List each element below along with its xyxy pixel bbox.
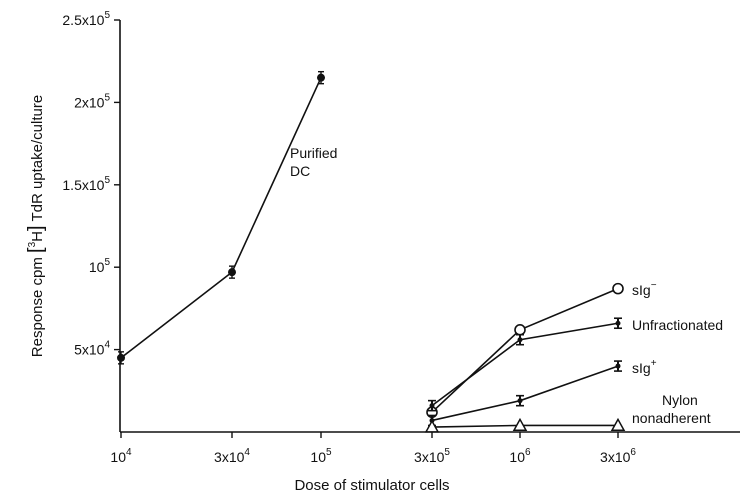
data-point xyxy=(615,320,621,326)
series-line xyxy=(431,424,618,428)
data-point xyxy=(517,337,523,343)
y-tick-label: 5x104 xyxy=(74,340,110,358)
series xyxy=(426,282,624,419)
data-point xyxy=(612,282,624,295)
x-tick-label: 3x105 xyxy=(414,447,450,465)
series-label: nonadherent xyxy=(632,410,711,426)
series-layer xyxy=(117,70,626,433)
series-label: sIg+ xyxy=(632,358,657,376)
series xyxy=(424,417,626,433)
data-point xyxy=(512,417,528,431)
x-axis-title: Dose of stimulator cells xyxy=(294,477,449,494)
series xyxy=(428,317,622,412)
series-label: sIg− xyxy=(632,280,657,298)
series-label: Nylon xyxy=(662,392,698,408)
series-line xyxy=(431,322,619,407)
y-tick-label: 105 xyxy=(89,257,111,275)
series-label: DC xyxy=(290,163,310,179)
series-line xyxy=(431,287,619,413)
label-layer: Purified DC sIg− Unfractionated sIg+ Nylon non… xyxy=(290,145,723,426)
series xyxy=(428,360,622,427)
y-axis-title: Response cpm [3H] TdR uptake/culture xyxy=(25,95,47,357)
data-point xyxy=(429,403,435,409)
x-tick-label: 105 xyxy=(310,447,332,465)
data-point xyxy=(610,417,626,431)
data-point xyxy=(117,353,125,362)
data-point xyxy=(228,268,236,277)
series-label: Unfractionated xyxy=(632,317,723,333)
y-tick-label: 1.5x105 xyxy=(62,175,110,193)
x-tick-label: 106 xyxy=(509,447,531,465)
x-tick-label: 104 xyxy=(110,447,132,465)
series-line xyxy=(431,365,619,422)
x-tick-label: 3x104 xyxy=(214,447,250,465)
y-tick-label: 2.5x105 xyxy=(62,10,110,28)
series-line xyxy=(120,77,322,359)
data-point xyxy=(424,419,440,433)
series-label: Purified xyxy=(290,145,337,161)
data-point xyxy=(615,363,621,369)
data-point xyxy=(517,398,523,404)
data-point xyxy=(317,73,325,82)
x-tick-label: 3x106 xyxy=(600,447,636,465)
axes: 104 3x104 105 3x105 106 3x106 5x104 105 1.5x105 2… xyxy=(25,10,740,494)
data-point xyxy=(514,324,526,336)
y-tick-label: 2x105 xyxy=(74,92,110,110)
series xyxy=(117,70,325,365)
